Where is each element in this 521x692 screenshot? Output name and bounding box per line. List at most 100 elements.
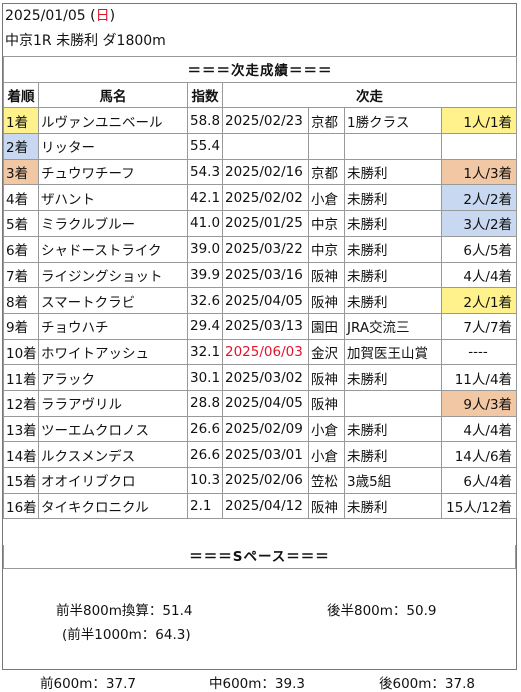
- table-row: 10着 ホワイトアッシュ 32.1 2025/06/03 金沢 加賀医王山賞 ----: [3, 338, 518, 366]
- speed-index: 29.4: [187, 312, 223, 340]
- speed-index: 39.9: [187, 261, 223, 289]
- speed-index: 10.3: [187, 467, 223, 494]
- speed-index: 54.3: [187, 158, 223, 186]
- next-race-venue: 阪神: [308, 287, 345, 314]
- next-race-result: 14人/6着: [440, 441, 518, 468]
- rank-cell: 9着: [3, 312, 39, 340]
- speed-index: 28.8: [187, 389, 223, 417]
- next-race-date: 2025/02/02: [222, 184, 309, 212]
- next-race-venue: 阪神: [308, 492, 345, 520]
- table-row: 12着 ララアヴリル 28.8 2025/04/05 阪神 9人/3着: [3, 389, 518, 417]
- next-race-class: [344, 133, 442, 160]
- rank-cell: 5着: [3, 210, 39, 237]
- next-race-result: 4人/4着: [440, 261, 518, 289]
- next-race-class: [344, 389, 442, 417]
- next-race-result: 7人/7着: [440, 312, 518, 340]
- next-race-date: 2025/01/25: [222, 210, 309, 237]
- horse-name: チュウワチーフ: [38, 158, 188, 186]
- horse-name: シャドーストライク: [38, 235, 188, 263]
- next-race-venue: 笠松: [308, 467, 345, 494]
- table-row: 14着 ルクスメンデス 26.6 2025/03/01 小倉 未勝利 14人/6着: [3, 441, 518, 468]
- next-race-venue: 京都: [308, 158, 345, 186]
- horse-name: ルクスメンデス: [38, 441, 188, 468]
- next-race-result: [440, 133, 518, 160]
- next-race-date: 2025/02/16: [222, 158, 309, 186]
- next-race-table: ＝＝＝次走成績＝＝＝ 着順 馬名 指数 次走 1着 ルヴァンユニベール 58.8 20…: [2, 56, 518, 520]
- next-race-result: 15人/12着: [440, 492, 518, 520]
- col-name: 馬名: [38, 81, 188, 109]
- speed-index: 32.6: [187, 287, 223, 314]
- next-race-venue: 金沢: [308, 338, 345, 366]
- next-race-date: 2025/03/02: [222, 364, 309, 391]
- next-race-result: 1人/1着: [440, 107, 518, 135]
- table-row: 16着 タイキクロニクル 2.1 2025/04/12 阪神 未勝利 15人/12着: [3, 492, 518, 520]
- rank-cell: 6着: [3, 235, 39, 263]
- next-race-venue: 阪神: [308, 389, 345, 417]
- next-race-class: 未勝利: [344, 261, 442, 289]
- next-race-class: 未勝利: [344, 210, 442, 237]
- next-race-class: 未勝利: [344, 492, 442, 520]
- horse-name: リッター: [38, 133, 188, 160]
- rank-cell: 2着: [3, 133, 39, 160]
- rank-cell: 14着: [3, 441, 39, 468]
- next-race-venue: 園田: [308, 312, 345, 340]
- table-row: 1着 ルヴァンユニベール 58.8 2025/02/23 京都 1勝クラス 1人/1着: [3, 107, 518, 135]
- next-race-class: 未勝利: [344, 415, 442, 443]
- horse-name: ミラクルブルー: [38, 210, 188, 237]
- date-text: 2025/01/05: [5, 8, 86, 24]
- rank-cell: 4着: [3, 184, 39, 212]
- next-race-result: 11人/4着: [440, 364, 518, 391]
- first-1000-value: (前半1000m：64.3): [62, 627, 191, 643]
- first-800-value: 前半800m換算：51.4: [56, 603, 193, 619]
- rank-cell: 13着: [3, 415, 39, 443]
- speed-index: 58.8: [187, 107, 223, 135]
- next-race-result: 2人/1着: [440, 287, 518, 314]
- rank-cell: 16着: [3, 492, 39, 520]
- speed-index: 26.6: [187, 415, 223, 443]
- next-race-class: JRA交流三: [344, 312, 442, 340]
- speed-index: 26.6: [187, 441, 223, 468]
- next-race-venue: 小倉: [308, 184, 345, 212]
- speed-index: 32.1: [187, 338, 223, 366]
- day-of-week: 日: [95, 8, 110, 24]
- next-race-date: 2025/04/12: [222, 492, 309, 520]
- next-race-class: 加賀医王山賞: [344, 338, 442, 366]
- table-row: 11着 アラック 30.1 2025/03/02 阪神 未勝利 11人/4着: [3, 364, 518, 391]
- rank-cell: 12着: [3, 389, 39, 417]
- next-race-date: 2025/03/13: [222, 312, 309, 340]
- rank-cell: 8着: [3, 287, 39, 314]
- horse-name: ライジングショット: [38, 261, 188, 289]
- next-race-class: 未勝利: [344, 235, 442, 263]
- horse-name: ルヴァンユニベール: [38, 107, 188, 135]
- col-index: 指数: [187, 81, 223, 109]
- rank-cell: 7着: [3, 261, 39, 289]
- speed-index: 30.1: [187, 364, 223, 391]
- horse-name: ツーエムクロノス: [38, 415, 188, 443]
- rank-cell: 1着: [3, 107, 39, 135]
- next-race-class: 未勝利: [344, 184, 442, 212]
- next-race-date: 2025/03/16: [222, 261, 309, 289]
- race-info: 中京1R 未勝利 ダ1800m: [5, 33, 166, 49]
- table-row: 9着 チョウハチ 29.4 2025/03/13 園田 JRA交流三 7人/7着: [3, 312, 518, 340]
- rank-cell: 11着: [3, 364, 39, 391]
- next-race-result: 6人/5着: [440, 235, 518, 263]
- table-row: 7着 ライジングショット 39.9 2025/03/16 阪神 未勝利 4人/4着: [3, 261, 518, 289]
- table-row: 2着 リッター 55.4: [3, 133, 518, 160]
- next-race-date: 2025/03/22: [222, 235, 309, 263]
- table-row: 4着 ザハント 42.1 2025/02/02 小倉 未勝利 2人/2着: [3, 184, 518, 212]
- next-race-result: 9人/3着: [440, 389, 518, 417]
- next-race-venue: 中京: [308, 210, 345, 237]
- horse-name: タイキクロニクル: [38, 492, 188, 520]
- next-race-venue: 阪神: [308, 261, 345, 289]
- next-race-class: 未勝利: [344, 364, 442, 391]
- horse-name: オオイリブクロ: [38, 467, 188, 494]
- horse-name: ザハント: [38, 184, 188, 212]
- next-race-date: 2025/02/23: [222, 107, 309, 135]
- speed-index: 55.4: [187, 133, 223, 160]
- mid-600-value: 中600m：39.3: [209, 676, 305, 692]
- next-race-date: 2025/04/05: [222, 287, 309, 314]
- table-row: 3着 チュウワチーフ 54.3 2025/02/16 京都 未勝利 1人/3着: [3, 158, 518, 186]
- next-race-result: 2人/2着: [440, 184, 518, 212]
- section-title-next: ＝＝＝次走成績＝＝＝: [2, 56, 518, 83]
- speed-index: 39.0: [187, 235, 223, 263]
